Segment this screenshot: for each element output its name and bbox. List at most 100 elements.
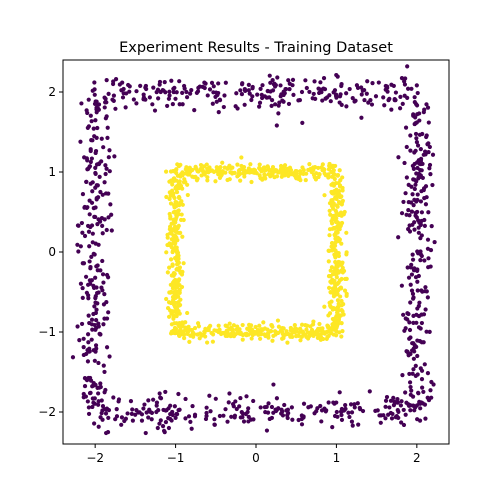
- data-point: [106, 215, 111, 220]
- data-point: [168, 416, 173, 422]
- data-point: [336, 200, 342, 205]
- data-point: [296, 98, 301, 103]
- data-point: [133, 412, 138, 417]
- data-point: [151, 85, 156, 90]
- data-point: [267, 416, 272, 422]
- data-point: [238, 395, 243, 401]
- data-point: [426, 141, 431, 146]
- data-point: [426, 210, 431, 215]
- data-point: [124, 91, 129, 96]
- data-point: [339, 286, 344, 291]
- data-point: [100, 258, 105, 264]
- data-point: [96, 424, 101, 429]
- data-point: [274, 168, 279, 173]
- data-point: [87, 244, 92, 249]
- data-point: [239, 82, 245, 87]
- data-point: [121, 86, 126, 92]
- data-point: [331, 183, 337, 188]
- data-point: [409, 86, 414, 91]
- data-point: [406, 227, 411, 232]
- data-point: [202, 164, 207, 169]
- data-point: [406, 207, 411, 213]
- data-point: [299, 422, 305, 427]
- data-point: [173, 186, 178, 191]
- data-point: [398, 106, 403, 111]
- data-point: [414, 120, 419, 125]
- data-point: [90, 404, 95, 410]
- data-point: [96, 399, 101, 404]
- data-point: [171, 316, 176, 321]
- data-point: [205, 340, 210, 345]
- data-point: [168, 201, 174, 206]
- data-point: [334, 216, 339, 221]
- data-point: [300, 165, 305, 170]
- data-point: [165, 235, 170, 240]
- data-point: [281, 89, 286, 94]
- data-point: [102, 292, 107, 297]
- data-point: [177, 289, 182, 295]
- data-point: [90, 327, 95, 332]
- data-point: [334, 92, 339, 97]
- data-point: [99, 398, 104, 403]
- data-point: [402, 160, 407, 166]
- data-point: [381, 95, 386, 100]
- data-point: [134, 89, 139, 94]
- data-point: [414, 320, 419, 325]
- data-point: [285, 340, 290, 345]
- data-point: [356, 422, 361, 427]
- data-point: [174, 247, 179, 252]
- data-point: [370, 81, 375, 86]
- data-point: [85, 347, 90, 353]
- data-point: [384, 394, 390, 400]
- data-point: [84, 378, 90, 383]
- data-point: [180, 170, 185, 175]
- data-point: [389, 82, 394, 87]
- data-point: [414, 83, 419, 88]
- data-point: [260, 83, 265, 88]
- data-point: [157, 421, 162, 426]
- data-point: [404, 400, 409, 405]
- data-point: [196, 321, 201, 326]
- data-point: [100, 272, 106, 277]
- data-point: [428, 264, 433, 269]
- data-point: [89, 317, 95, 322]
- data-point: [143, 97, 148, 102]
- data-point: [426, 256, 431, 261]
- data-point: [413, 213, 418, 218]
- data-point: [410, 341, 415, 346]
- data-point: [105, 125, 110, 130]
- data-point: [171, 89, 176, 95]
- data-point: [102, 316, 107, 321]
- data-point: [85, 332, 91, 337]
- data-point: [399, 399, 404, 404]
- data-point: [157, 391, 162, 396]
- data-point: [303, 177, 308, 183]
- data-point: [236, 173, 241, 178]
- data-point: [337, 168, 342, 173]
- data-point: [209, 330, 214, 336]
- data-point: [268, 80, 273, 85]
- data-point: [269, 97, 275, 103]
- data-point: [143, 83, 149, 89]
- data-point: [251, 417, 256, 422]
- data-point: [88, 159, 93, 165]
- data-point: [423, 416, 428, 421]
- data-point: [214, 99, 219, 104]
- data-point: [114, 414, 120, 419]
- data-point: [183, 416, 188, 421]
- data-point: [335, 319, 340, 325]
- data-point: [100, 223, 105, 228]
- data-point: [410, 252, 415, 257]
- data-point: [298, 178, 303, 183]
- data-point: [321, 76, 327, 81]
- data-point: [320, 326, 325, 331]
- data-point: [398, 94, 403, 99]
- data-point: [106, 91, 111, 96]
- data-point: [85, 359, 91, 364]
- data-point: [310, 96, 315, 101]
- data-point: [408, 300, 413, 305]
- data-point: [223, 80, 228, 85]
- data-point: [211, 84, 216, 89]
- data-point: [184, 89, 189, 95]
- data-point: [84, 108, 89, 113]
